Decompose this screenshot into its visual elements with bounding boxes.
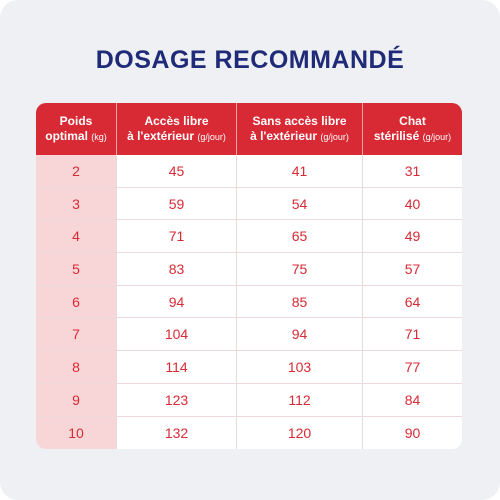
column-header-line2: à l'extérieur (g/jour) [250,128,349,143]
dosage-table: Poids optimal (kg) Accès libre à l'extér… [36,103,462,450]
value-cell: 94 [116,285,236,319]
weight-cell: 9 [36,383,116,417]
value-cell: 31 [362,155,462,188]
column-unit: (g/jour) [197,131,226,142]
column-unit: (g/jour) [320,131,349,142]
value-cell: 114 [116,351,236,384]
value-cell: 54 [236,187,362,221]
page-title: DOSAGE RECOMMANDÉ [95,46,405,74]
value-cell: 41 [236,155,362,188]
value-cell: 132 [116,416,236,450]
value-cell: 123 [116,383,236,417]
value-cell: 77 [362,351,462,384]
table-row: 4 71 65 49 [36,220,462,254]
weight-cell: 8 [36,351,116,384]
weight-cell: 3 [36,187,116,221]
weight-cell: 5 [36,253,116,286]
table-row: 6 94 85 64 [36,285,462,319]
table-row: 7 104 94 71 [36,318,462,352]
column-unit: (g/jour) [422,131,452,142]
table-row: 2 45 41 31 [36,155,462,188]
column-header-line1: Accès libre [144,113,209,128]
column-unit: (kg) [91,131,107,142]
value-cell: 120 [236,416,362,450]
weight-cell: 7 [36,318,116,352]
column-header-line2: stérilisé (g/jour) [373,128,452,143]
value-cell: 85 [236,285,362,319]
weight-cell: 6 [36,285,116,319]
value-cell: 75 [236,253,362,286]
column-header-free-access: Accès libre à l'extérieur (g/jour) [116,103,236,155]
value-cell: 104 [116,318,236,352]
column-header-line1: Poids [59,113,93,128]
value-cell: 71 [362,318,462,352]
table-row: 8 114 103 77 [36,351,462,384]
weight-cell: 4 [36,220,116,254]
column-header-line2: optimal (kg) [45,128,107,143]
value-cell: 71 [116,220,236,254]
table-row: 9 123 112 84 [36,383,462,417]
table-row: 3 59 54 40 [36,187,462,221]
weight-cell: 10 [36,416,116,450]
table-header-row: Poids optimal (kg) Accès libre à l'extér… [36,103,462,155]
value-cell: 94 [236,318,362,352]
column-header-sterilized: Chat stérilisé (g/jour) [362,103,462,155]
value-cell: 40 [362,187,462,221]
value-cell: 84 [362,383,462,417]
value-cell: 59 [116,187,236,221]
value-cell: 103 [236,351,362,384]
value-cell: 83 [116,253,236,286]
value-cell: 45 [116,155,236,188]
value-cell: 49 [362,220,462,254]
weight-cell: 2 [36,155,116,188]
column-header-no-free-access: Sans accès libre à l'extérieur (g/jour) [236,103,362,155]
column-header-line2: à l'extérieur (g/jour) [127,128,226,143]
value-cell: 57 [362,253,462,286]
column-header-line1: Chat [399,113,426,128]
value-cell: 65 [236,220,362,254]
value-cell: 112 [236,383,362,417]
column-header-weight: Poids optimal (kg) [36,103,116,155]
value-cell: 90 [362,416,462,450]
table-row: 10 132 120 90 [36,416,462,450]
table-row: 5 83 75 57 [36,253,462,286]
column-header-line1: Sans accès libre [252,113,347,128]
value-cell: 64 [362,285,462,319]
